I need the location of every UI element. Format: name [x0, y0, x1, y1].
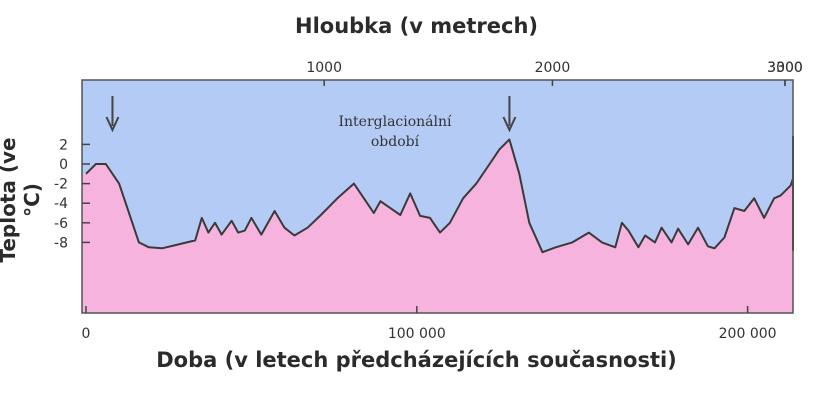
- y-tick-label: -2: [54, 177, 68, 193]
- annotation-line-1: Interglacionální: [338, 114, 452, 130]
- plot-frame: [81, 79, 794, 314]
- depth-tick-label: 2000: [535, 60, 571, 76]
- y-axis-title: Teplota (ve °C): [0, 137, 44, 263]
- x-tick-label: 200 000: [719, 326, 777, 342]
- y-tick-label: 0: [59, 157, 68, 173]
- area-below: [82, 136, 793, 313]
- y-tick-label: -4: [54, 196, 68, 212]
- x-tick-label: 100 000: [388, 326, 446, 342]
- depth-tick-label: 1000: [306, 60, 342, 76]
- interglacial-annotation: Interglacionální období: [330, 112, 460, 152]
- annotation-line-2: období: [370, 134, 420, 150]
- area-above: [82, 80, 793, 253]
- y-tick-label: -6: [54, 216, 68, 232]
- depth-tick-label: 3000: [767, 60, 803, 76]
- arrow-head: [502, 116, 517, 133]
- x-tick-label: 0: [82, 326, 91, 342]
- y-tick-label: 2: [59, 137, 68, 153]
- depth-tick-label: 3300: [767, 60, 803, 76]
- top-axis-title: Hloubka (v metrech): [295, 14, 538, 38]
- x-axis-title: Doba (v letech předcházejících současnos…: [156, 348, 677, 372]
- arrow-head: [105, 116, 120, 133]
- y-tick-label: -8: [54, 235, 68, 251]
